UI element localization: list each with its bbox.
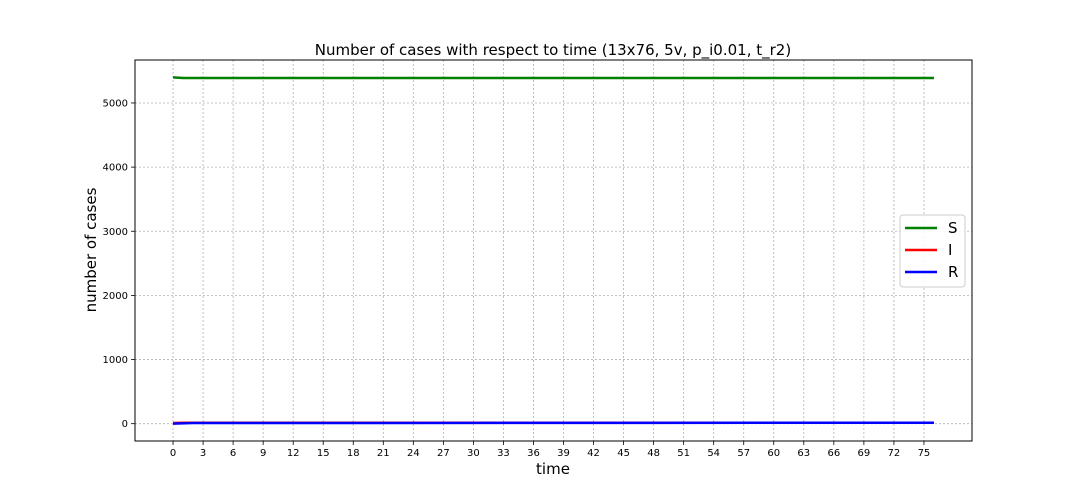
x-tick-label: 21: [377, 448, 390, 459]
x-tick-label: 63: [797, 448, 810, 459]
x-tick-label: 72: [888, 448, 901, 459]
x-tick-label: 54: [707, 448, 720, 459]
series-line-r: [173, 421, 934, 425]
x-tick-label: 24: [407, 448, 420, 459]
y-tick-label: 3000: [103, 227, 128, 238]
x-tick-label: 51: [677, 448, 690, 459]
x-tick-label: 45: [617, 448, 630, 459]
x-tick-label: 15: [317, 448, 330, 459]
x-tick-label: 60: [767, 448, 780, 459]
x-axis-ticks: 0 3 6 9 12 15 18 21 24 27 30 33 36 39 42 45 48 51 54 57 60 63…: [170, 441, 930, 459]
y-tick-label: 2000: [103, 291, 128, 302]
y-axis-ticks: 0 1000 2000 3000 4000 5000: [103, 98, 135, 430]
x-tick-label: 69: [858, 448, 871, 459]
series-line-s: [172, 76, 934, 80]
x-tick-label: 30: [467, 448, 480, 459]
x-tick-label: 39: [557, 448, 570, 459]
x-tick-label: 6: [230, 448, 236, 459]
legend-label-i: I: [948, 241, 952, 259]
legend: SIR: [899, 214, 966, 288]
x-axis-label: time: [536, 460, 570, 478]
x-tick-label: 75: [918, 448, 931, 459]
x-tick-label: 66: [827, 448, 840, 459]
x-tick-label: 36: [527, 448, 540, 459]
x-tick-label: 0: [170, 448, 176, 459]
x-tick-label: 57: [737, 448, 750, 459]
x-tick-label: 3: [200, 448, 206, 459]
y-tick-label: 4000: [103, 163, 128, 174]
y-tick-label: 1000: [103, 355, 128, 366]
x-tick-label: 48: [647, 448, 660, 459]
plot-frame: [134, 59, 973, 442]
x-tick-label: 33: [497, 448, 510, 459]
x-tick-label: 9: [260, 448, 266, 459]
legend-label-s: S: [948, 219, 958, 237]
series-lines: [172, 76, 934, 425]
grid: [135, 60, 972, 441]
y-tick-label: 0: [122, 419, 128, 430]
y-axis-label: number of cases: [82, 187, 100, 312]
x-tick-label: 18: [347, 448, 360, 459]
x-tick-label: 42: [587, 448, 600, 459]
chart-title: Number of cases with respect to time (13…: [315, 41, 791, 60]
y-tick-label: 5000: [103, 98, 128, 109]
x-tick-label: 12: [287, 448, 300, 459]
legend-label-r: R: [948, 263, 958, 281]
x-tick-label: 27: [437, 448, 450, 459]
